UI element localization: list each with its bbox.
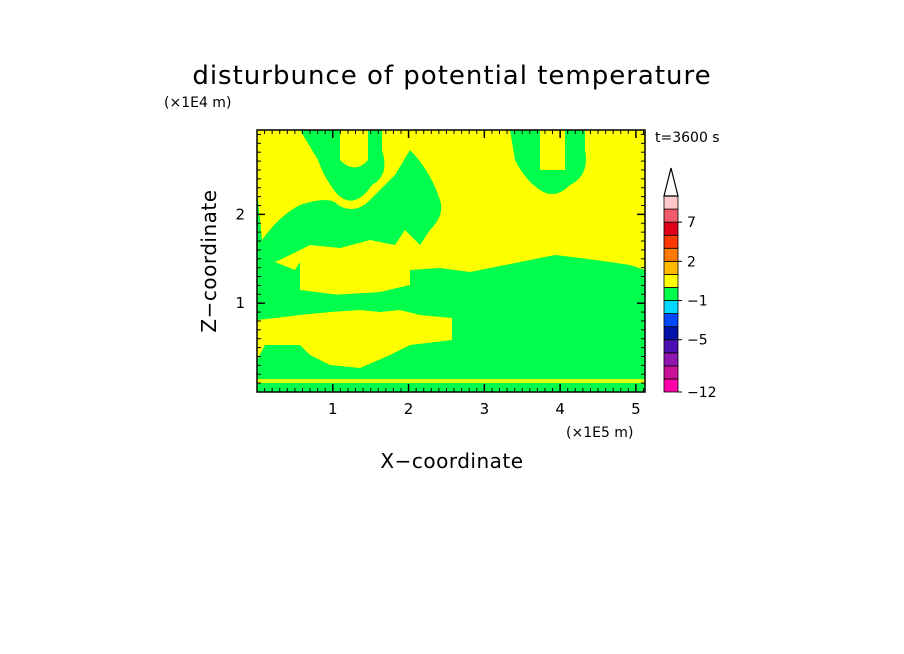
colorbar-swatch: [663, 195, 679, 210]
x-tick-label: 2: [404, 400, 414, 418]
colorbar-swatch: [663, 326, 679, 341]
y-tick-label: 2: [235, 205, 245, 223]
colorbar-swatch: [663, 208, 679, 223]
colorbar-swatch: [663, 313, 679, 328]
colorbar: −12−5−127: [663, 167, 717, 401]
colorbar-swatch: [663, 300, 679, 314]
plot-frame: [256, 129, 646, 393]
y-unit-label: (×1E4 m): [164, 95, 231, 111]
time-label: t=3600 s: [655, 130, 720, 146]
colorbar-swatch: [663, 273, 679, 288]
colorbar-swatch: [663, 378, 679, 393]
axis-ticks: 1 2 3 4 5 1 2: [235, 130, 645, 418]
chart-title: disturbunce of potential temperature: [192, 61, 711, 91]
x-axis-label: X−coordinate: [380, 449, 523, 473]
colorbar-swatch: [663, 365, 679, 380]
colorbar-swatch: [663, 339, 679, 354]
surface-layer: [257, 379, 645, 383]
x-unit-label: (×1E5 m): [566, 425, 633, 441]
x-tick-label: 4: [555, 400, 565, 418]
contour-region-upper-left: [300, 130, 385, 201]
contour-region-left-edge: [257, 190, 645, 392]
colorbar-swatch: [663, 234, 679, 249]
x-tick-label: 3: [480, 400, 490, 418]
contour-region-upper-right: [510, 130, 586, 194]
colorbar-tick-label: −1: [687, 294, 708, 310]
colorbar-swatch: [663, 287, 679, 301]
colorbar-swatch: [663, 221, 679, 236]
y-axis-label: Z−coordinate: [197, 189, 221, 332]
colorbar-swatch: [663, 247, 679, 262]
plot-area: 1 2 3 4 5 1 2: [235, 129, 646, 418]
contour-region-lower-band: [257, 270, 500, 312]
contour-regions: [257, 130, 645, 392]
colorbar-tick-label: −12: [687, 385, 717, 401]
colorbar-swatch: [663, 352, 679, 367]
x-tick-label: 1: [328, 400, 338, 418]
y-tick-label: 1: [235, 294, 245, 312]
contour-region-upper-middle: [262, 150, 442, 262]
colorbar-extend-arrow: [663, 167, 679, 197]
colorbar-tick-label: −5: [687, 333, 708, 349]
colorbar-tick-label: 7: [687, 215, 696, 231]
x-tick-label: 5: [631, 400, 641, 418]
colorbar-tick-label: 2: [687, 254, 696, 270]
colorbar-swatch: [663, 260, 679, 275]
